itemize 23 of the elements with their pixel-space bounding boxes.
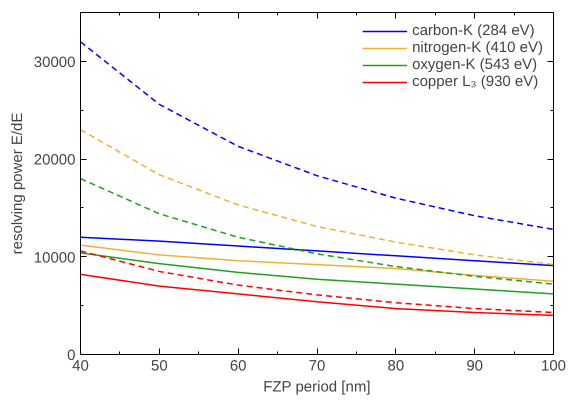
legend-label: oxygen-K (543 eV) <box>412 56 538 73</box>
legend-label: nitrogen-K (410 eV) <box>412 39 543 56</box>
x-tick-label: 80 <box>387 358 404 374</box>
y-tick-label: 0 <box>67 347 76 364</box>
line-series <box>80 244 554 282</box>
legend-label: carbon-K (284 eV) <box>412 22 535 39</box>
x-tick-label: 100 <box>540 358 566 374</box>
y-axis-title: resolving power E/dE <box>8 112 26 254</box>
y-tick-label: 30000 <box>34 54 76 71</box>
x-tick-label: 70 <box>308 358 326 374</box>
line-series <box>80 236 554 266</box>
x-axis-title: FZP period [nm] <box>263 378 370 396</box>
line-series <box>80 250 554 314</box>
line-series <box>80 252 554 295</box>
x-tick-label: 50 <box>150 358 168 374</box>
line-series <box>80 129 554 266</box>
legend-label: copper L₃ (930 eV) <box>412 73 538 90</box>
y-tick-label: 10000 <box>34 249 76 266</box>
x-tick-label: 60 <box>230 358 247 374</box>
x-tick-label: 90 <box>466 358 484 374</box>
line-series <box>80 178 554 285</box>
y-tick-label: 20000 <box>34 152 76 169</box>
line-series <box>80 41 554 230</box>
